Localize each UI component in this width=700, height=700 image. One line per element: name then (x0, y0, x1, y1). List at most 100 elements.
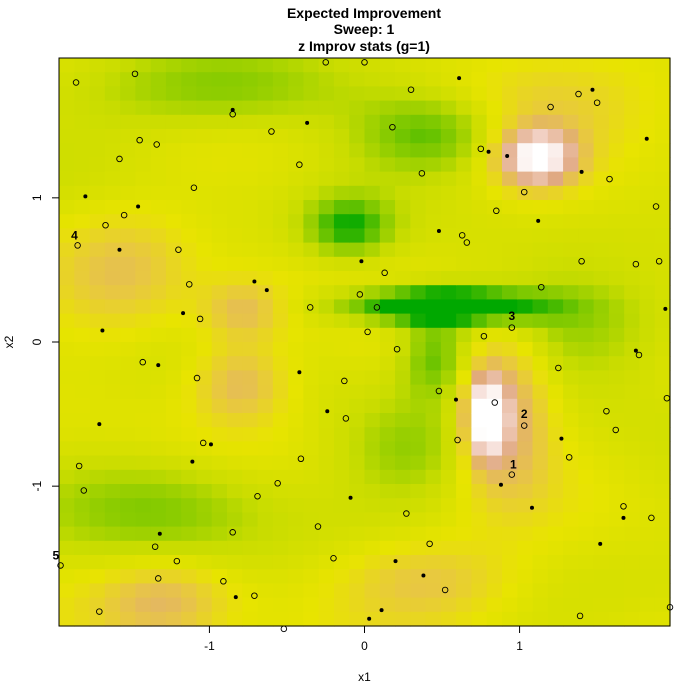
heatmap-cell (547, 200, 564, 215)
heatmap-cell (410, 72, 427, 87)
heatmap-cell (608, 256, 625, 272)
heatmap-cell (593, 200, 610, 215)
heatmap-cell (547, 285, 564, 300)
filled-point (457, 76, 462, 81)
filled-point (621, 515, 626, 520)
heatmap-cell (410, 228, 427, 244)
heatmap-cell (379, 313, 396, 329)
heatmap-cell (501, 441, 518, 457)
heatmap-cell (349, 86, 366, 102)
heatmap-cell (303, 285, 320, 300)
heatmap-cell (486, 171, 503, 187)
point-label-1: 1 (510, 458, 517, 472)
heatmap-cell (333, 526, 350, 542)
heatmap-cell (257, 58, 274, 73)
heatmap-cell (639, 455, 656, 471)
heatmap-cell (349, 384, 366, 400)
heatmap-cell (486, 555, 503, 570)
heatmap-cell (165, 327, 182, 343)
open-point (480, 332, 488, 340)
heatmap-cell (471, 384, 488, 400)
heatmap-cell (196, 441, 213, 457)
filled-point (486, 149, 491, 154)
heatmap-cell (303, 271, 320, 286)
open-point (606, 175, 613, 183)
heatmap-cell (272, 129, 289, 144)
heatmap-cell (227, 441, 243, 457)
heatmap-cell (578, 200, 595, 215)
heatmap-cell (349, 484, 366, 499)
heatmap-cell (532, 285, 549, 300)
heatmap-cell (211, 555, 228, 570)
heatmap-cell (242, 114, 259, 130)
heatmap-cell (303, 157, 320, 173)
heatmap-cell (578, 469, 595, 485)
heatmap-cell (135, 242, 152, 258)
heatmap-cell (165, 313, 182, 329)
heatmap-cell (517, 143, 534, 158)
heatmap-cell (639, 512, 656, 528)
heatmap-cell (227, 86, 243, 102)
heatmap-cell (303, 200, 320, 215)
heatmap-cell (624, 242, 641, 258)
heatmap-cell (89, 313, 106, 329)
heatmap-cell (379, 129, 396, 144)
heatmap-cell (517, 356, 534, 371)
heatmap-cell (563, 327, 579, 343)
heatmap-cell (440, 100, 457, 116)
heatmap-cell (272, 58, 289, 73)
open-point (341, 377, 348, 385)
heatmap-cell (578, 540, 595, 556)
heatmap-cell (165, 398, 182, 414)
heatmap-cell (593, 498, 610, 513)
heatmap-cell (532, 455, 549, 471)
heatmap-cell (181, 555, 198, 570)
heatmap-cell (303, 569, 320, 584)
heatmap-cell (639, 370, 656, 386)
heatmap-cell (333, 271, 350, 286)
heatmap-cell (242, 72, 259, 87)
heatmap-cell (547, 526, 564, 542)
heatmap-cell (608, 441, 625, 457)
heatmap-cell (227, 356, 243, 371)
heatmap-cell (639, 285, 656, 300)
heatmap-cell (303, 313, 320, 329)
heatmap-cell (120, 114, 136, 130)
heatmap-cell (135, 569, 152, 584)
heatmap-cell (196, 597, 213, 613)
heatmap-cell (59, 342, 75, 357)
heatmap-cell (349, 242, 366, 258)
heatmap-cell (547, 512, 564, 528)
heatmap-cell (333, 597, 350, 613)
heatmap-cell (501, 86, 518, 102)
open-point (575, 90, 582, 98)
heatmap-cell (181, 469, 198, 485)
heatmap-cell (333, 611, 350, 627)
heatmap-cell (624, 285, 641, 300)
heatmap-cell (517, 100, 534, 116)
heatmap-cell (89, 200, 106, 215)
heatmap-cell (364, 242, 381, 258)
heatmap-cell (120, 441, 136, 457)
heatmap-cell (211, 569, 228, 584)
heatmap-cell (74, 583, 91, 599)
heatmap-cell (440, 214, 457, 229)
heatmap-cell (532, 384, 549, 400)
heatmap-cell (471, 413, 488, 428)
heatmap-cell (532, 129, 549, 144)
heatmap-cell (59, 484, 75, 499)
heatmap-cell (242, 285, 259, 300)
heatmap-cell (532, 356, 549, 371)
heatmap-cell (165, 597, 182, 613)
heatmap-cell (349, 597, 366, 613)
heatmap-cell (333, 469, 350, 485)
heatmap-cell (165, 526, 182, 542)
heatmap-cell (425, 540, 442, 556)
heatmap-cell (501, 129, 518, 144)
heatmap-cell (135, 597, 152, 613)
heatmap-cell (456, 171, 473, 187)
heatmap-cell (395, 72, 411, 87)
open-point (458, 232, 466, 239)
heatmap-cell (654, 611, 671, 627)
heatmap-cell (639, 100, 656, 116)
